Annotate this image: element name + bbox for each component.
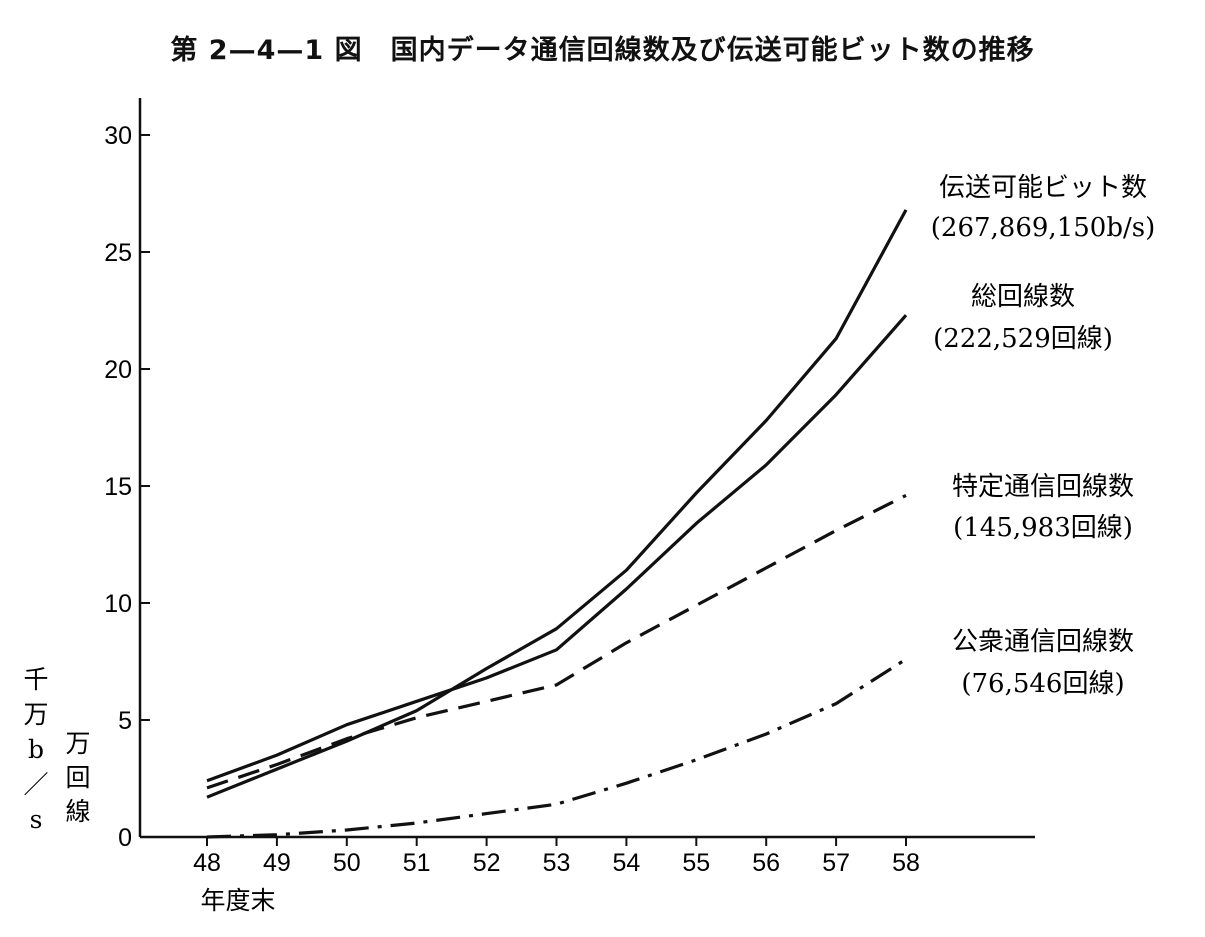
data-point [904,314,907,317]
data-point [415,821,418,824]
data-point [904,494,907,497]
data-point [765,732,768,735]
x-tick-label: 56 [752,849,780,877]
series-line-0 [206,209,908,799]
data-point [765,566,768,569]
data-point [205,796,208,799]
series-label-name: 特定通信回線数 [952,472,1134,502]
data-point [485,700,488,703]
data-point [695,758,698,761]
x-tick-label: 50 [333,849,361,877]
data-point [345,737,348,740]
data-point [555,648,558,651]
data-point [835,393,838,396]
x-axis-label: 年度末 [200,886,275,915]
data-point [275,754,278,757]
chart-title: 第 2—4—1 図 国内データ通信回線数及び伝送可能ビット数の推移 [170,35,1035,66]
data-point [275,768,278,771]
data-point [695,491,698,494]
data-point [345,828,348,831]
data-point [415,709,418,712]
series-label-value: (76,546回線) [961,669,1124,699]
data-point [695,604,698,607]
data-point [205,786,208,789]
data-point [415,700,418,703]
x-tick-label: 58 [892,849,920,877]
series-label-value: (222,529回線) [933,324,1113,354]
data-point [555,803,558,806]
x-tick-label: 51 [403,849,431,877]
x-tick-label: 55 [682,849,710,877]
series-line-1 [206,314,908,783]
y-axis-label-right: 万回線 [65,729,90,826]
data-point [695,522,698,525]
data-point [904,208,907,211]
data-point [485,667,488,670]
x-tick-label: 52 [473,849,501,877]
y-tick-label: 15 [104,473,132,501]
y-tick-label: 0 [118,824,132,852]
y-tick-label: 30 [104,122,132,150]
data-point [765,463,768,466]
series-label-value: (145,983回線) [953,513,1133,543]
data-point [555,683,558,686]
data-point [205,835,208,838]
series-label-name: 伝送可能ビット数 [939,173,1147,203]
y-tick-label: 25 [104,239,132,267]
x-tick-label: 53 [543,849,571,877]
data-point [345,723,348,726]
data-point [625,569,628,572]
x-tick-label: 48 [193,849,221,877]
data-point [205,779,208,782]
series-label-name: 総回線数 [971,282,1075,312]
data-point [555,627,558,630]
y-axis-label-left: 千万 b ／ s [23,665,48,834]
y-tick-label: 10 [104,590,132,618]
data-point [835,529,838,532]
data-point [485,812,488,815]
data-point [625,641,628,644]
data-point [625,782,628,785]
axis-titles: 年度末 千万 b ／ s 万回線 [23,665,275,915]
series-label-name: 公衆通信回線数 [952,627,1134,657]
series-line-2 [206,493,907,790]
data-point [625,587,628,590]
data-point [275,763,278,766]
ticks: 0 5 10 15 20 25 30 48 49 50 51 52 53 54 55 56 57 58 [104,122,920,877]
series-labels: 伝送可能ビット数 (267,869,150b/s) 総回線数 (222,529回線) 特… [931,173,1155,699]
data-point [904,658,907,661]
axes [138,98,1035,839]
data-point [485,676,488,679]
data-point [835,337,838,340]
data-point [835,702,838,705]
x-tick-label: 54 [612,849,640,877]
x-tick-label: 49 [263,849,291,877]
data-point [275,833,278,836]
series-lines [205,208,908,839]
data-point [415,716,418,719]
series-label-value: (267,869,150b/s) [931,213,1155,243]
y-tick-label: 5 [118,707,132,735]
data-point [765,419,768,422]
y-tick-label: 20 [104,356,132,384]
x-tick-label: 57 [822,849,850,877]
